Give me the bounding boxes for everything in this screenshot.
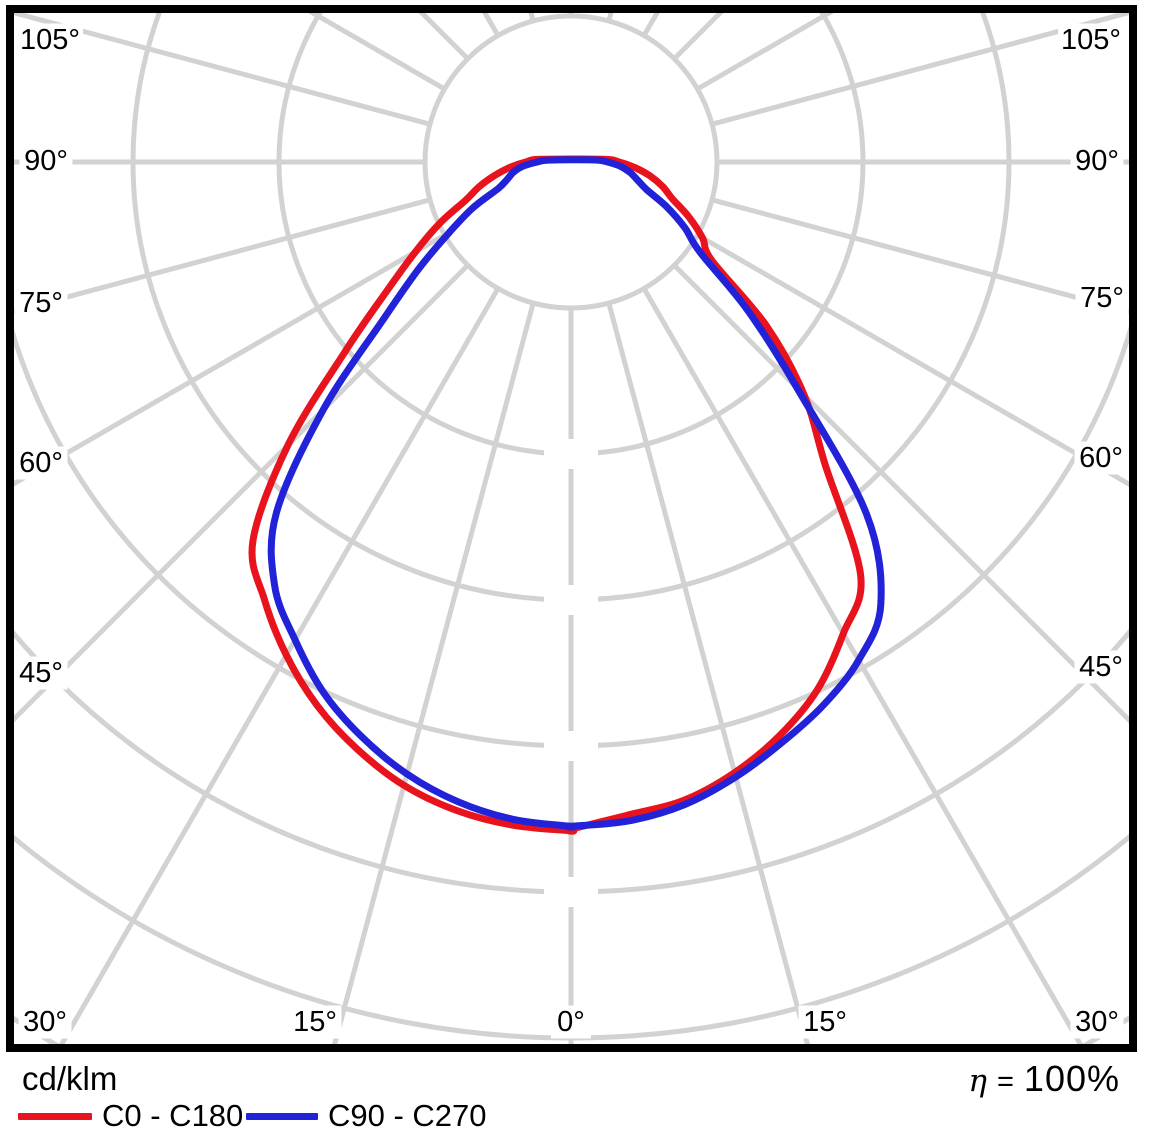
angle-label-bg <box>18 1005 72 1039</box>
polar-chart-svg: 105° 90° 75° 60° 45° 105° 90° 75° 60° 45° 30° 15° 0°… <box>6 5 1137 1052</box>
grid-radial-line <box>14 13 431 127</box>
angle-label: 75° <box>19 287 63 319</box>
grid-radial-line <box>711 197 1129 315</box>
angle-label-bg <box>551 1005 591 1039</box>
angle-label: 90° <box>24 145 68 177</box>
angle-label-bg <box>1074 650 1128 684</box>
angle-label: 90° <box>1075 145 1119 177</box>
grid-radial-line <box>711 13 1129 127</box>
angle-label-bg <box>14 286 68 320</box>
angle-label: 105° <box>20 24 80 56</box>
angle-label-bg <box>1075 281 1129 315</box>
grid-radial-line <box>14 232 446 487</box>
grid-radial-line <box>14 263 470 723</box>
angle-label: 60° <box>1079 442 1123 474</box>
angle-label: 45° <box>19 657 63 689</box>
eta-symbol: η <box>968 1063 987 1099</box>
angle-label: 30° <box>23 1006 67 1038</box>
angle-label-bg <box>14 656 68 690</box>
angle-label: 45° <box>1079 651 1123 683</box>
grid-radial-line <box>58 287 501 1044</box>
legend-label-c90-c270: C90 - C270 <box>328 1098 487 1133</box>
grid-radial-line <box>606 302 810 1044</box>
efficiency-readout: η = 100% <box>968 1058 1120 1100</box>
angle-label-bg <box>1058 23 1124 57</box>
angle-label: 105° <box>1061 24 1121 56</box>
axis-tick-box <box>544 585 598 615</box>
angle-label-bg <box>1070 1005 1124 1039</box>
angle-label-bg <box>1070 144 1124 178</box>
legend-swatch-c90-c270-icon <box>246 1112 318 1120</box>
curve-c90-c270 <box>267 156 885 831</box>
legend-item-c90-c270: C90 - C270 <box>246 1098 487 1134</box>
chart-frame <box>6 5 1137 1052</box>
unit-label: cd/klm <box>22 1060 118 1097</box>
axis-tick-box <box>544 731 598 761</box>
legend: C0 - C180 C90 - C270 <box>0 1098 1164 1138</box>
grid-radial-line <box>14 197 431 314</box>
axis-tick-box <box>544 877 598 907</box>
angle-label: 75° <box>1080 282 1124 314</box>
legend-label-c0-c180: C0 - C180 <box>102 1098 244 1133</box>
legend-swatch-c0-c180-icon <box>18 1112 92 1120</box>
angle-label: 30° <box>1075 1006 1119 1038</box>
grid-radial-line <box>696 232 1129 488</box>
angle-label-bg <box>19 144 73 178</box>
grid-radial-line <box>672 263 1129 724</box>
grid-radial-line <box>641 287 1084 1044</box>
angle-label: 60° <box>19 447 63 479</box>
angle-label: 0° <box>557 1006 585 1038</box>
axis-tick-box <box>544 439 598 469</box>
eta-equals: = <box>996 1066 1014 1098</box>
angle-label-bg <box>1074 441 1128 475</box>
legend-item-c0-c180: C0 - C180 <box>18 1098 243 1134</box>
eta-value: 100% <box>1023 1058 1120 1099</box>
polar-grid <box>14 13 1129 1044</box>
grid-radial-line <box>332 302 536 1044</box>
angle-label-bg <box>17 23 83 57</box>
angle-label-bg <box>288 1005 342 1039</box>
angle-label-bg <box>798 1005 852 1039</box>
angle-label: 15° <box>293 1006 337 1038</box>
angle-label-bg <box>14 446 68 480</box>
angle-label: 15° <box>803 1006 847 1038</box>
